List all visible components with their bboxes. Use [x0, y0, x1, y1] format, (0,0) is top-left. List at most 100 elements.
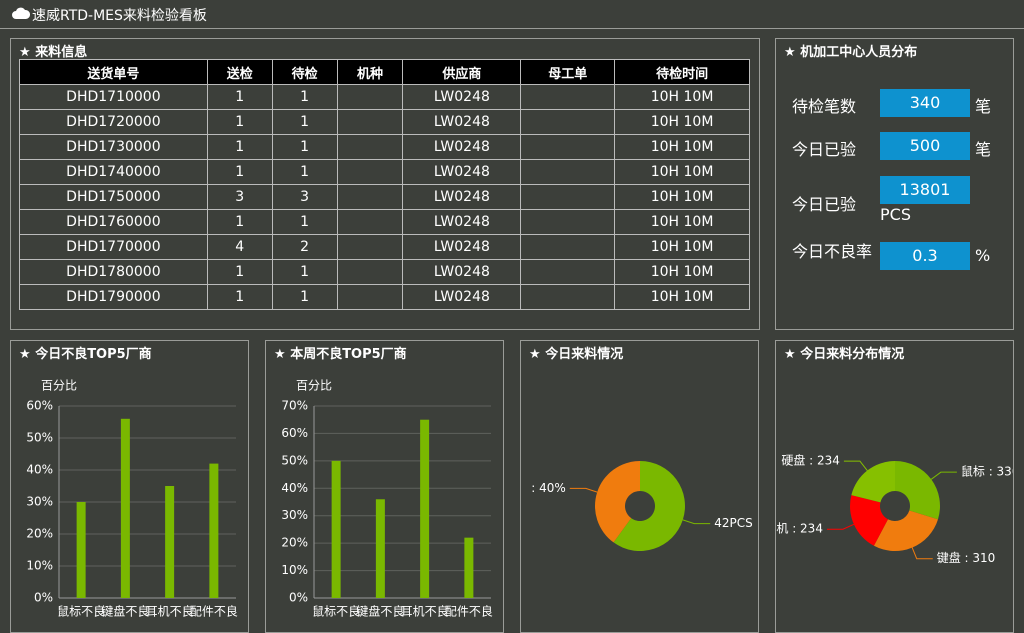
pie-slice — [850, 495, 888, 546]
y-tick-label: 40% — [281, 481, 308, 495]
table-cell: LW0248 — [402, 84, 522, 110]
table-cell: DHD1740000 — [19, 159, 208, 185]
stat-label: 待检笔数 — [792, 97, 857, 116]
table-cell: LW0248 — [402, 109, 522, 135]
table-cell: 10H 10M — [614, 84, 750, 110]
pie-slice — [873, 510, 938, 551]
table-cell: DHD1780000 — [19, 259, 208, 285]
panel-title: ★ 今日来料分布情况 — [784, 347, 905, 362]
stats-panel: ★ 机加工中心人员分布 待检笔数 340 笔今日已验 500 笔今日已验 13801 PCS… — [775, 38, 1014, 330]
bar — [209, 463, 219, 598]
y-tick-label: 0% — [34, 591, 53, 605]
table-cell: 1 — [271, 134, 338, 160]
table-cell — [520, 84, 616, 110]
slice-label: 耳机 : 234 — [776, 522, 823, 536]
stat-unit: 笔 — [975, 97, 992, 116]
panel-title-text: 今日不良TOP5厂商 — [35, 347, 152, 362]
panel-title: ★ 来料信息 — [19, 45, 88, 60]
table-cell: 1 — [206, 134, 273, 160]
table-cell — [520, 159, 616, 185]
table-cell — [520, 284, 616, 310]
slice-label: : 40% — [531, 481, 566, 495]
stat-label: 今日已验 — [792, 140, 857, 159]
table-header: 送货单号 送检 待检 机种 供应商 母工单 待检时间 — [19, 59, 750, 85]
table-cell: LW0248 — [402, 234, 522, 260]
table-cell: 10H 10M — [614, 109, 750, 135]
table-cell: 10H 10M — [614, 134, 750, 160]
table-cell: 1 — [271, 259, 338, 285]
pie-slice — [851, 461, 895, 503]
x-tick-label: 配件不良 — [190, 604, 238, 619]
table-cell: DHD1760000 — [19, 209, 208, 235]
chart-panel: ★ 今日来料情况 42PCS: 40% — [520, 340, 759, 633]
column-header: 母工单 — [520, 59, 616, 85]
table-row: DHD1780000 1 1 LW0248 10H 10M — [19, 259, 750, 285]
table-cell — [336, 284, 404, 310]
table-panel: ★ 来料信息 送货单号 送检 待检 机种 供应商 母工单 待检时间 DHD1710000 1 1… — [10, 38, 760, 330]
y-tick-label: 60% — [26, 399, 53, 413]
table-cell: LW0248 — [402, 284, 522, 310]
panel-title-text: 今日来料情况 — [545, 347, 624, 362]
bar — [120, 418, 130, 598]
bar — [464, 537, 474, 598]
table-cell: 3 — [271, 184, 338, 210]
table-cell — [336, 234, 404, 260]
y-tick-label: 20% — [26, 527, 53, 541]
x-tick-label: 键盘不良 — [101, 604, 149, 619]
table: 送货单号 送检 待检 机种 供应商 母工单 待检时间 DHD1710000 1 1 LW0248 1… — [19, 59, 750, 310]
header: 速威RTD-MES来料检验看板 — [0, 0, 1024, 29]
table-row: DHD1720000 1 1 LW0248 10H 10M — [19, 109, 750, 135]
label-line — [930, 471, 957, 480]
column-header: 送检 — [206, 59, 273, 85]
chart-panel: ★ 本周不良TOP5厂商 百分比 0% 10% 20% 30% 40% 50% 60% 70% 鼠… — [265, 340, 504, 633]
column-header: 机种 — [336, 59, 404, 85]
x-tick-label: 鼠标不良 — [312, 604, 360, 619]
table-cell: 10H 10M — [614, 284, 750, 310]
y-tick-label: 70% — [281, 399, 308, 413]
stat-value: 0.3 — [880, 242, 970, 270]
table-cell: 10H 10M — [614, 209, 750, 235]
panel-title-text: 机加工中心人员分布 — [800, 45, 918, 60]
panel-title: ★ 今日来料情况 — [529, 347, 624, 362]
cloud-icon — [12, 7, 30, 19]
table-cell — [336, 184, 404, 210]
table-cell — [336, 159, 404, 185]
table-cell — [520, 234, 616, 260]
table-cell: LW0248 — [402, 259, 522, 285]
table-cell: LW0248 — [402, 134, 522, 160]
bar — [331, 460, 341, 598]
y-tick-label: 40% — [26, 463, 53, 477]
label-line — [843, 460, 868, 471]
y-tick-label: 50% — [281, 453, 308, 467]
table-cell: 1 — [206, 109, 273, 135]
table-cell — [336, 209, 404, 235]
table-row: DHD1770000 4 2 LW0248 10H 10M — [19, 234, 750, 260]
table-cell — [336, 109, 404, 135]
bar — [420, 419, 430, 598]
table-cell: 10H 10M — [614, 234, 750, 260]
table-row: DHD1730000 1 1 LW0248 10H 10M — [19, 134, 750, 160]
table-cell: 1 — [271, 109, 338, 135]
table-cell — [520, 184, 616, 210]
column-header: 供应商 — [402, 59, 522, 85]
x-tick-label: 键盘不良 — [356, 604, 404, 619]
y-tick-label: 20% — [281, 536, 308, 550]
chart: 42PCS: 40% — [531, 461, 753, 551]
panel-title: ★ 今日不良TOP5厂商 — [19, 347, 152, 362]
x-tick-label: 配件不良 — [445, 604, 493, 619]
table-cell — [520, 134, 616, 160]
table-row: DHD1790000 1 1 LW0248 10H 10M — [19, 284, 750, 310]
y-tick-label: 10% — [26, 559, 53, 573]
stat-value: 13801 — [880, 176, 970, 204]
slice-label: 键盘 : 310 — [937, 550, 996, 565]
table-row: DHD1740000 1 1 LW0248 10H 10M — [19, 159, 750, 185]
table-cell — [520, 259, 616, 285]
column-header: 待检时间 — [614, 59, 750, 85]
y-tick-label: 0% — [289, 591, 308, 605]
table-row: DHD1710000 1 1 LW0248 10H 10M — [19, 84, 750, 110]
table-cell: DHD1720000 — [19, 109, 208, 135]
table-cell: 4 — [206, 234, 273, 260]
label-line — [826, 523, 855, 530]
